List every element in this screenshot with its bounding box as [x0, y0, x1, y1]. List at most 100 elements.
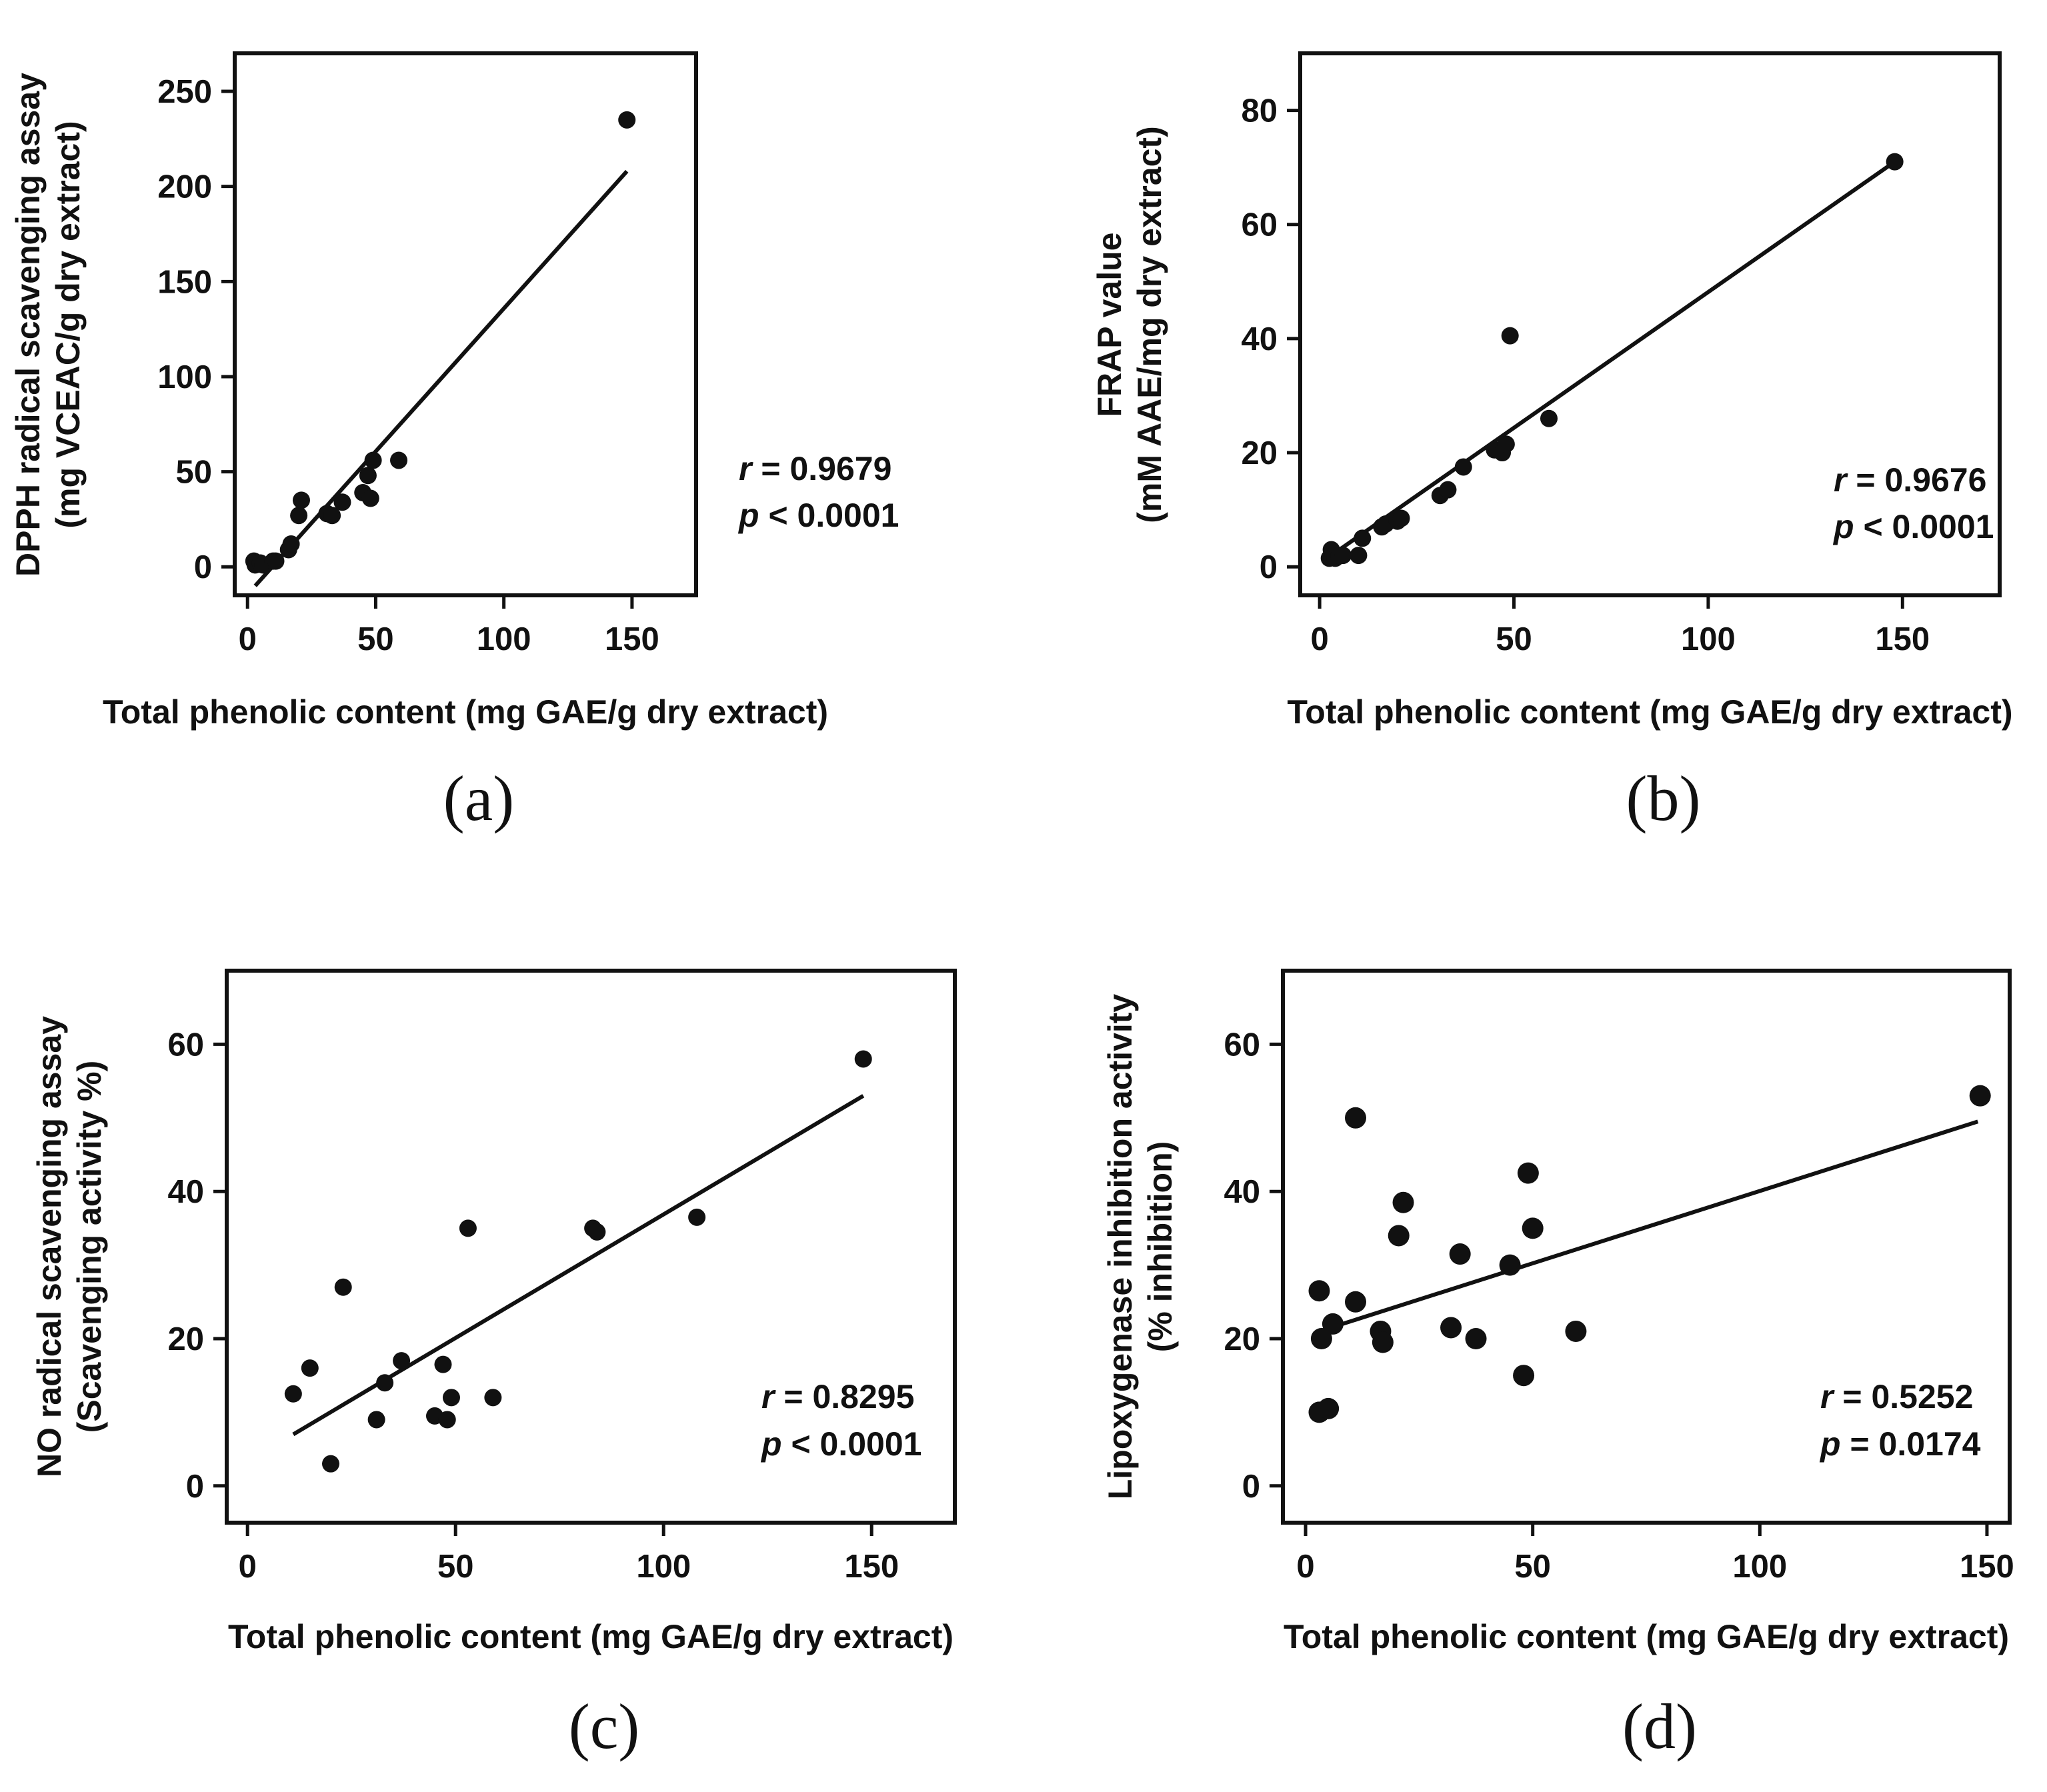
y-axis-label: (% inhibition) [1142, 1141, 1179, 1353]
x-tick-label: 150 [844, 1549, 899, 1585]
data-point [1354, 529, 1372, 547]
stat-r-symbol: r [1820, 1378, 1835, 1415]
plot-frame [1281, 969, 2012, 1525]
data-point [301, 1359, 319, 1377]
stat-r-symbol: r [761, 1378, 776, 1415]
plot-frame [233, 51, 698, 597]
data-point [333, 493, 351, 511]
x-tick-label: 0 [239, 621, 257, 657]
y-tick-label: 50 [175, 455, 212, 491]
y-axis-label: FRAP value [1091, 233, 1128, 417]
regression-line [1318, 1119, 1979, 1333]
x-tick-label: 0 [239, 1549, 257, 1585]
scatter-panel-c: 0 50 100 150 0 20 40 60 Total phenolic content (… [31, 969, 957, 1762]
x-tick-label: 100 [1681, 621, 1736, 657]
y-tick-label: 60 [1224, 1027, 1260, 1063]
data-point [1565, 1320, 1587, 1342]
x-tick-label: 150 [1875, 621, 1930, 657]
data-point [438, 1411, 456, 1429]
data-point [334, 1278, 352, 1296]
stat-r-value: = 0.5252 [1833, 1378, 1973, 1415]
x-tick-label: 100 [636, 1549, 691, 1585]
y-tick-label: 100 [157, 359, 212, 395]
stat-p-symbol: p [737, 497, 759, 534]
data-point [1322, 1313, 1344, 1335]
data-point [1497, 435, 1515, 453]
scatter-panel-b: 0 50 100 150 0 20 40 60 80 Total phenolic content… [1091, 51, 2013, 834]
x-tick-label: 100 [1732, 1549, 1787, 1585]
data-point [367, 1411, 385, 1429]
stat-p-value: < 0.0001 [759, 497, 899, 534]
stat-r-symbol: r [739, 450, 753, 487]
x-tick-label: 50 [357, 621, 394, 657]
data-point [1886, 153, 1904, 171]
y-tick-label: 40 [1224, 1174, 1260, 1210]
data-point [1454, 458, 1472, 476]
y-tick-label: 0 [1242, 1469, 1260, 1505]
regression-line [1330, 160, 1896, 557]
data-point [364, 451, 382, 469]
data-point [361, 489, 379, 507]
data-point [434, 1355, 452, 1373]
y-axis-label: NO radical scavenging assay [31, 1016, 68, 1477]
x-tick-label: 100 [477, 621, 531, 657]
data-point [1465, 1328, 1487, 1349]
data-point [322, 1455, 339, 1473]
x-tick-label: 150 [1960, 1549, 2014, 1585]
y-tick-label: 20 [1241, 435, 1278, 471]
y-tick-label: 40 [1241, 321, 1278, 357]
data-point [484, 1389, 502, 1407]
scatter-panel-d: 0 50 100 150 0 20 40 60 Total phenolic content (… [1102, 969, 2014, 1762]
stat-r: r = 0.9679 [739, 450, 891, 487]
scatter-panel-a: 0 50 100 150 0 50 100 150 200 250 Total phenolic c… [9, 51, 899, 834]
y-tick-label: 40 [167, 1174, 204, 1210]
y-tick-label: 200 [157, 169, 212, 205]
data-point [323, 507, 341, 525]
stat-p-value: = 0.0174 [1841, 1425, 1981, 1463]
data-point [1969, 1085, 1991, 1107]
plot-frame [1298, 51, 2002, 597]
panel-label: (d) [1622, 1691, 1697, 1762]
data-point [1310, 1328, 1332, 1349]
data-point [1392, 509, 1410, 527]
stat-p: p < 0.0001 [1832, 508, 1994, 545]
stat-r-value: = 0.8295 [774, 1378, 914, 1415]
x-axis-label: Total phenolic content (mg GAE/g dry ext… [103, 693, 828, 731]
x-tick-label: 50 [437, 1549, 474, 1585]
stat-p: p < 0.0001 [760, 1425, 921, 1463]
data-point [688, 1208, 706, 1226]
stat-p-value: < 0.0001 [782, 1425, 922, 1463]
stat-r-symbol: r [1834, 461, 1848, 499]
stat-r-value: = 0.9679 [751, 450, 891, 487]
stat-p: p = 0.0174 [1819, 1425, 1981, 1463]
stat-p-value: < 0.0001 [1854, 508, 1994, 545]
data-point [1440, 1317, 1462, 1339]
data-point [282, 535, 300, 553]
data-point [292, 491, 310, 509]
stat-r: r = 0.5252 [1820, 1378, 1973, 1415]
stat-p-symbol: p [1819, 1425, 1841, 1463]
y-axis-label: (mM AAE/mg dry extract) [1131, 126, 1168, 523]
data-point [1388, 1225, 1410, 1247]
y-tick-label: 60 [167, 1027, 204, 1063]
data-point [1449, 1243, 1471, 1265]
y-axis-label: DPPH radical scavenging assay [9, 73, 47, 577]
x-axis-label: Total phenolic content (mg GAE/g dry ext… [1287, 693, 2012, 731]
stat-p-symbol: p [760, 1425, 782, 1463]
x-tick-label: 50 [1514, 1549, 1551, 1585]
y-tick-label: 60 [1241, 207, 1278, 243]
data-point [1345, 1291, 1366, 1313]
data-point [588, 1223, 606, 1241]
data-point [459, 1219, 477, 1237]
data-point [393, 1352, 411, 1370]
y-axis-label: Lipoxygenase inhibition activity [1102, 994, 1139, 1500]
y-tick-label: 20 [1224, 1321, 1260, 1357]
regression-line [253, 169, 629, 587]
stat-p: p < 0.0001 [737, 497, 899, 534]
data-point [618, 111, 636, 129]
data-point [1439, 481, 1457, 499]
data-point [1540, 409, 1558, 427]
data-point [376, 1374, 394, 1392]
data-point [1513, 1365, 1535, 1387]
